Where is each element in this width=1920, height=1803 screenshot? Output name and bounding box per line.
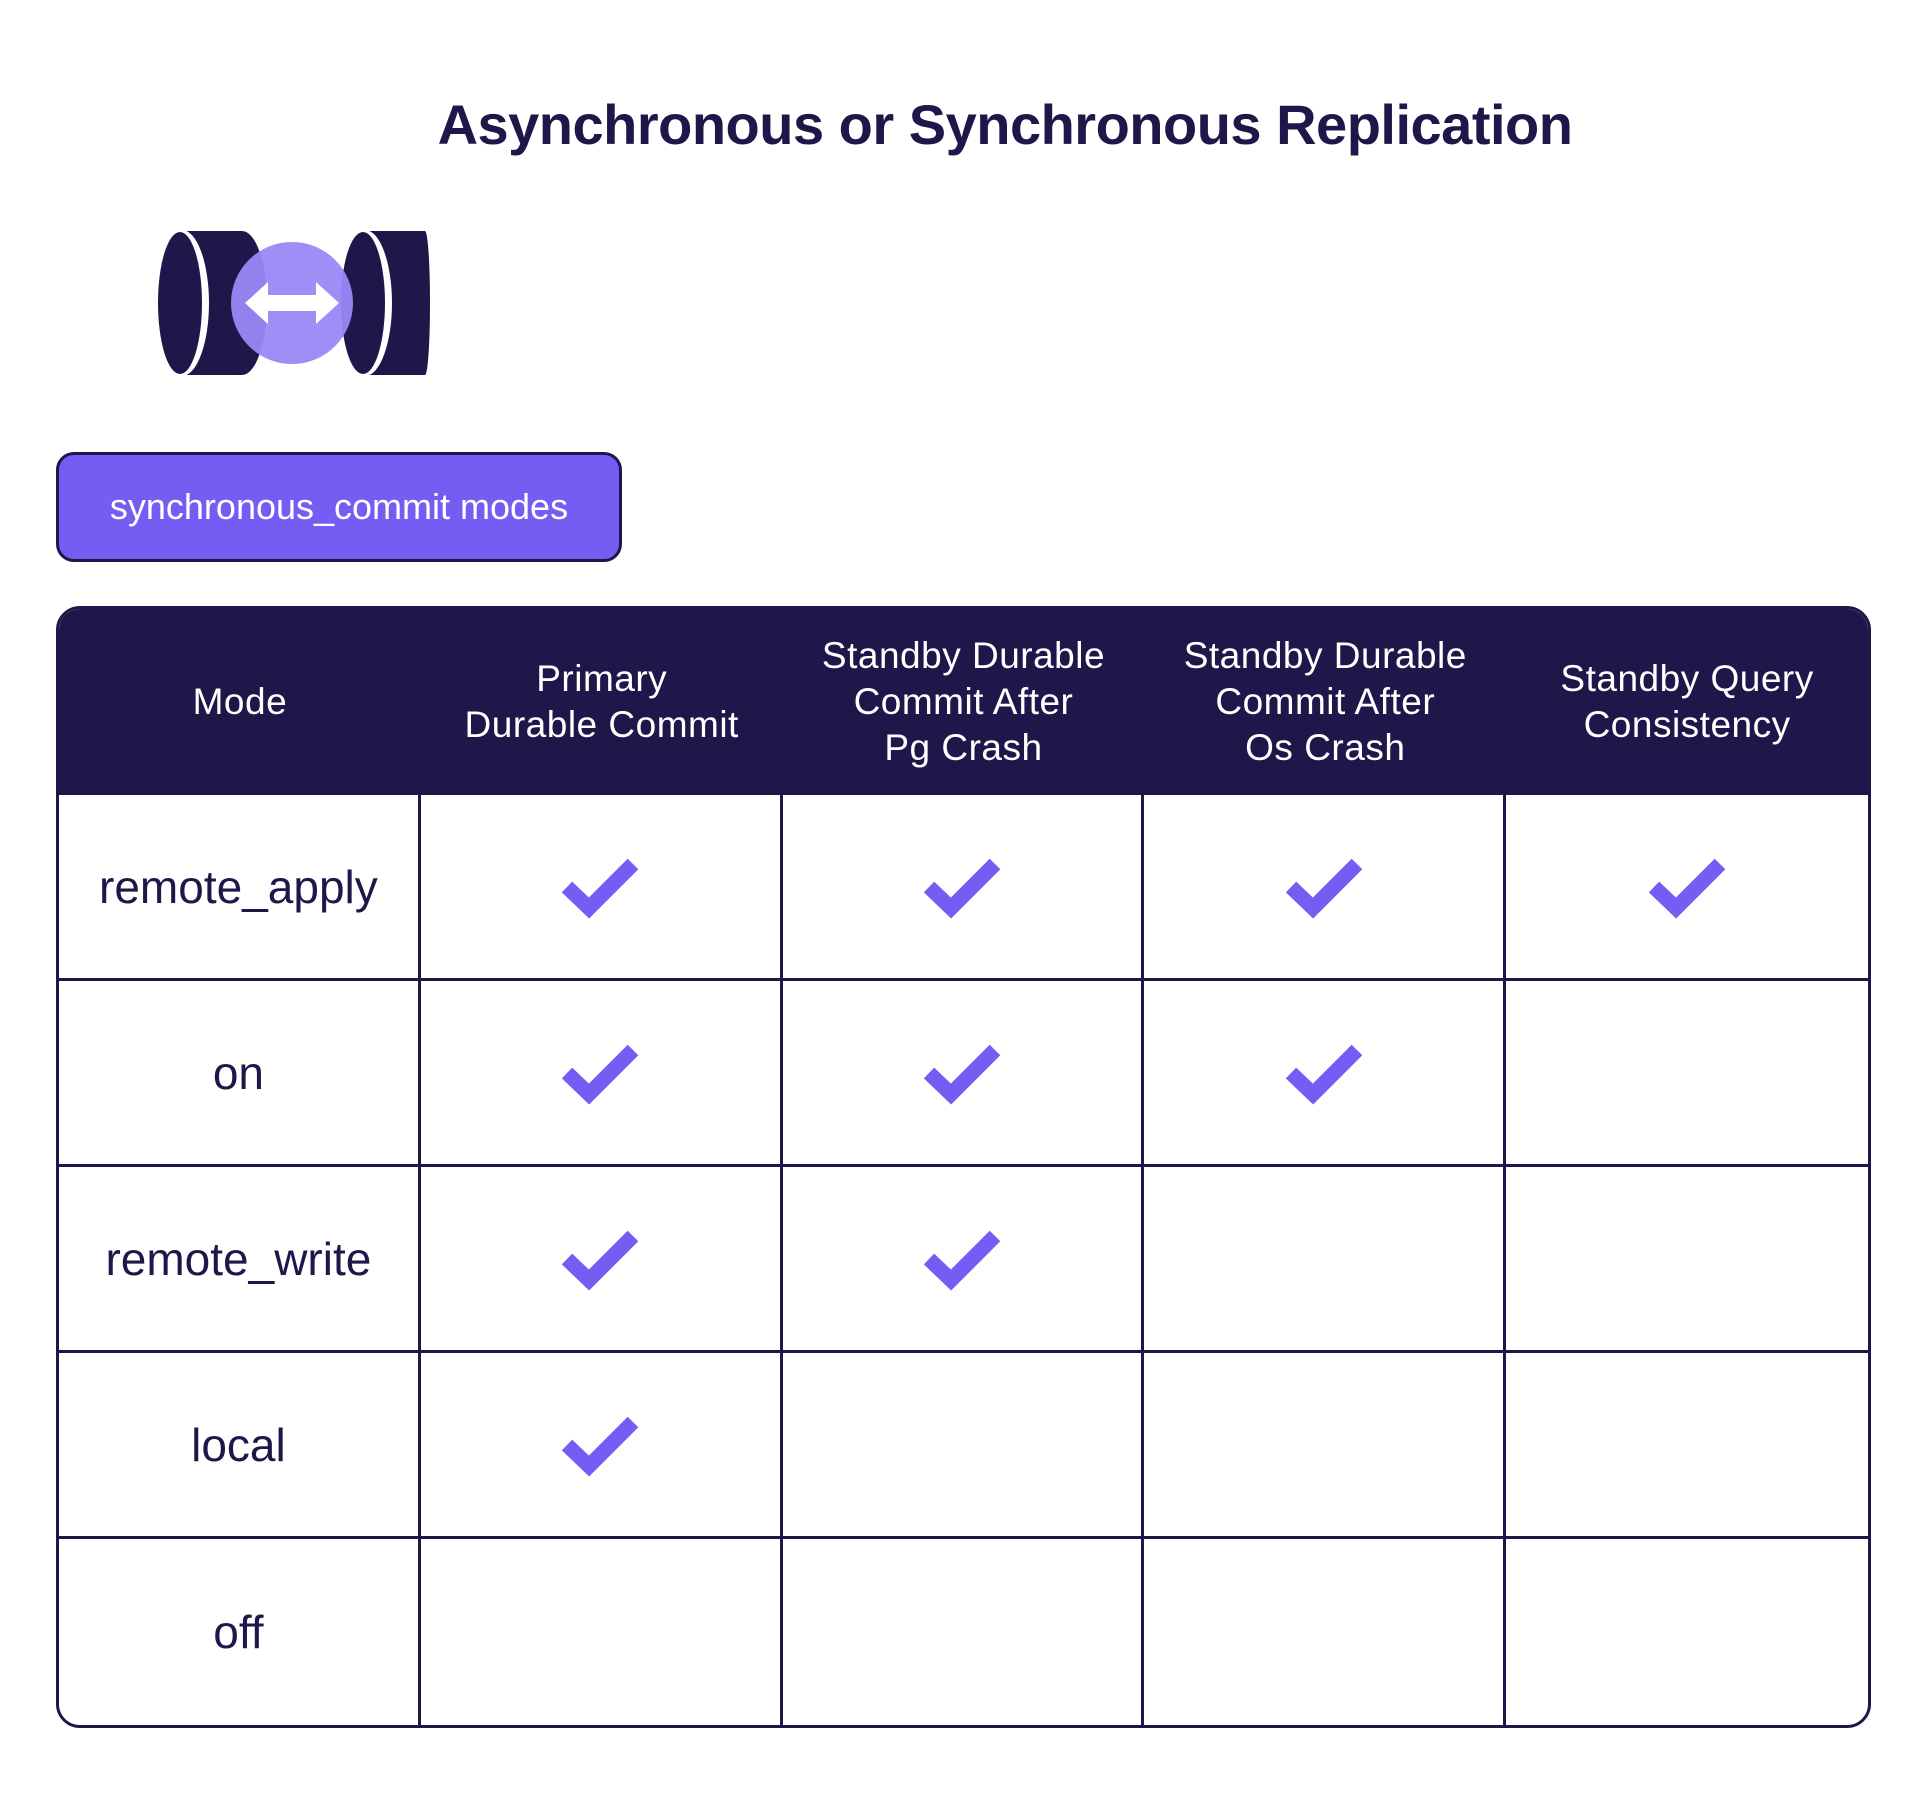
checkmark-icon [562,858,639,918]
table-row-mode-cell: local [59,1353,421,1539]
table-cell [420,1353,783,1539]
table-cell [1144,1167,1507,1353]
table-row-mode-cell: off [59,1539,421,1725]
table-cell [782,981,1145,1167]
table-cell [1144,1353,1507,1539]
table-cell [782,1353,1145,1539]
table-cell [782,795,1145,981]
mode-label: local [191,1418,286,1471]
checkmark-icon [923,1230,1001,1290]
table-cell [782,1539,1145,1725]
table-cell [1506,1539,1868,1725]
column-header-3: Standby Durable Commit After Os Crash [1144,609,1507,795]
checkmark-icon [1285,1044,1363,1104]
mode-label: remote_write [105,1232,372,1285]
table-cell [420,1167,783,1353]
checkmark-icon [1648,858,1726,918]
mode-label: remote_apply [99,860,378,913]
mode-label: off [213,1606,264,1658]
table-cell [1506,795,1868,981]
column-header-4: Standby Query Consistency [1506,609,1868,795]
table-row-mode-cell: remote_apply [59,795,421,981]
table-cell [1506,1167,1868,1353]
table-cell [1506,981,1868,1167]
table-cell [1144,1539,1507,1725]
checkmark-icon [923,1044,1001,1104]
checkmark-icon [562,1416,639,1476]
mode-label: on [212,1046,264,1099]
column-header-1: Primary Durable Commit [420,609,783,795]
checkmark-icon [562,1230,639,1290]
table-cell [420,1539,783,1725]
column-header-mode: Mode [59,609,421,795]
checkmark-icon [562,1044,639,1104]
table-cell [782,1167,1145,1353]
database-replication-icon [155,230,430,376]
table-cell [1506,1353,1868,1539]
table-cell [1144,795,1507,981]
table-cell [420,981,783,1167]
synchronous-commit-modes-tag: synchronous_commit modes [56,452,622,562]
modes-table: Mode Primary Durable Commit Standby Durabl… [56,606,1871,1728]
table-row-mode-cell: remote_write [59,1167,421,1353]
page-title: Asynchronous or Synchronous Replication [437,93,1573,156]
table-cell [1144,981,1507,1167]
table-cell [420,795,783,981]
checkmark-icon [1285,858,1363,918]
column-header-2: Standby Durable Commit After Pg Crash [782,609,1145,795]
table-row-mode-cell: on [59,981,421,1167]
checkmark-icon [923,858,1001,918]
